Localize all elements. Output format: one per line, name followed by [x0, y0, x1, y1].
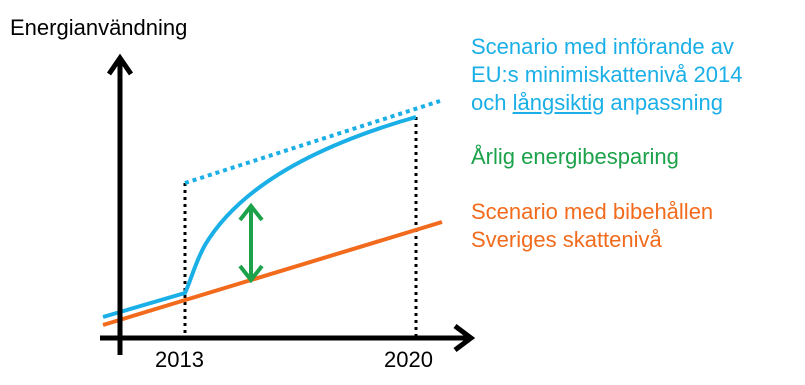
- legend-eu-line-2: EU:s minimiskattenivå 2014: [471, 62, 743, 87]
- legend-eu-line-3-suffix: anpassning: [604, 90, 723, 115]
- x-tick-2013: 2013: [155, 347, 204, 372]
- eu-scenario-curve: [102, 115, 417, 319]
- legend-eu-line-3-prefix: och: [471, 90, 513, 115]
- legend-se-line-1: Scenario med bibehållen: [471, 199, 714, 224]
- legend-eu-underlined-word: långsiktig: [512, 90, 605, 115]
- long-term-projection-line: [184, 99, 441, 185]
- y-axis-label: Energianvändning: [10, 15, 188, 40]
- energy-saving-arrow-head-bottom: [238, 264, 264, 284]
- legend-energy-saving: Årlig energibesparing: [471, 144, 679, 169]
- legend-se-scenario: Scenario med bibehållen Sveriges skatten…: [471, 198, 713, 254]
- legend-eu-line-3: och långsiktig anpassning: [471, 89, 742, 117]
- x-axis-arrow-head: [453, 324, 476, 352]
- x-tick-2020: 2020: [384, 347, 433, 372]
- se-scenario-line: [102, 220, 443, 327]
- legend-se-line-2: Sveriges skattenivå: [471, 227, 662, 252]
- y-axis-arrow-head: [106, 53, 134, 76]
- legend-eu-line-1: Scenario med införande av: [471, 34, 734, 59]
- energy-saving-arrow-head-top: [238, 202, 264, 222]
- legend-eu-scenario: Scenario med införande av EU:s minimiska…: [471, 33, 742, 117]
